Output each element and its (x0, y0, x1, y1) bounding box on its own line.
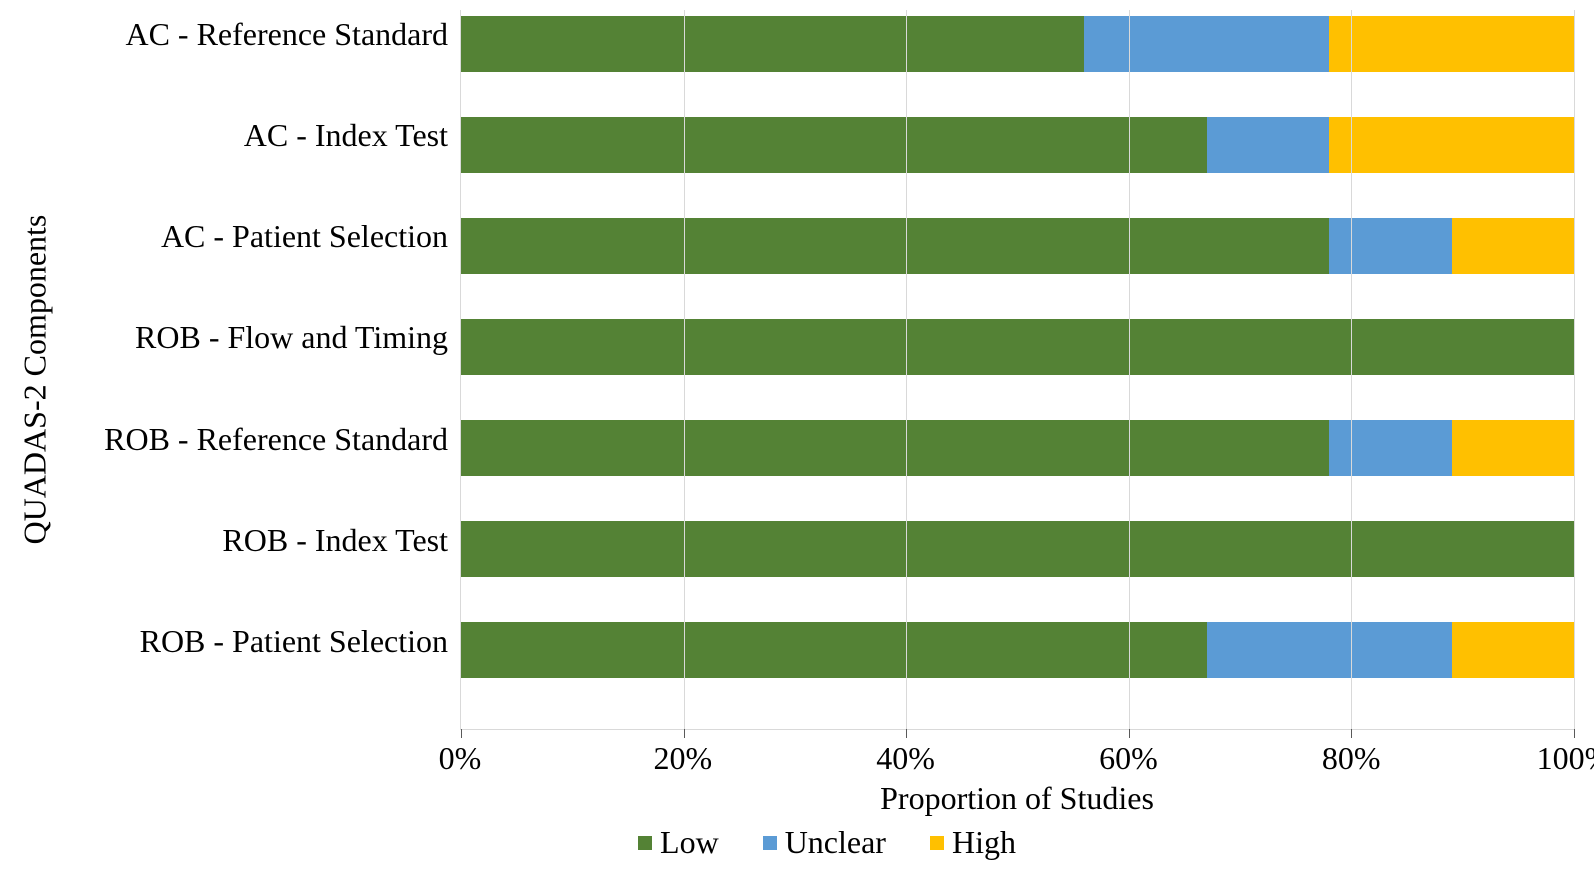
bar-segment-unclear (1084, 16, 1329, 72)
bar-slot (461, 420, 1574, 521)
legend-swatch (638, 836, 652, 850)
x-tick-label: 20% (653, 740, 712, 777)
bar-segment-high (1452, 622, 1574, 678)
bar (461, 521, 1574, 577)
y-axis-label: AC - Index Test (80, 117, 460, 218)
bar (461, 622, 1574, 678)
x-ticks-spacer (80, 730, 460, 780)
legend-label: Low (660, 824, 719, 861)
x-tick-label: 0% (439, 740, 482, 777)
bar-segment-high (1329, 117, 1574, 173)
bar-segment-unclear (1329, 218, 1451, 274)
x-tick-label: 40% (876, 740, 935, 777)
bar-slot (461, 117, 1574, 218)
bar-segment-low (461, 218, 1329, 274)
x-axis-title-row: Proportion of Studies (80, 780, 1574, 824)
y-axis-title-wrap: QUADAS-2 Components (0, 0, 70, 759)
y-axis-labels: AC - Reference StandardAC - Index TestAC… (80, 10, 460, 730)
y-axis-label: ROB - Flow and Timing (80, 319, 460, 420)
bar-segment-high (1452, 218, 1574, 274)
x-tick-mark (1574, 729, 1575, 738)
bar (461, 319, 1574, 375)
y-axis-title: QUADAS-2 Components (17, 215, 54, 545)
bar-segment-unclear (1207, 622, 1452, 678)
x-axis-ticks: 0%20%40%60%80%100% (460, 730, 1574, 780)
bar-segment-low (461, 521, 1574, 577)
x-axis-title-spacer (80, 780, 460, 824)
plot-row: AC - Reference StandardAC - Index TestAC… (80, 10, 1574, 730)
bar-slot (461, 521, 1574, 622)
legend-swatch (763, 836, 777, 850)
bar-segment-unclear (1207, 117, 1329, 173)
y-axis-label: ROB - Index Test (80, 522, 460, 623)
bar-segment-low (461, 117, 1207, 173)
bar-slot (461, 319, 1574, 420)
legend-label: High (952, 824, 1016, 861)
plot-with-labels: AC - Reference StandardAC - Index TestAC… (80, 10, 1574, 879)
bar-segment-unclear (1329, 420, 1451, 476)
bar-segment-high (1452, 420, 1574, 476)
legend-swatch (930, 836, 944, 850)
y-axis-label: ROB - Patient Selection (80, 623, 460, 724)
bar-segment-low (461, 16, 1084, 72)
gridline (1574, 10, 1575, 729)
bar-segment-high (1329, 16, 1574, 72)
bar-slot (461, 218, 1574, 319)
legend-item-unclear: Unclear (763, 824, 886, 861)
bar-segment-low (461, 622, 1207, 678)
plot-area (460, 10, 1574, 730)
legend-item-high: High (930, 824, 1016, 861)
bar-segment-low (461, 420, 1329, 476)
y-axis-label: ROB - Reference Standard (80, 421, 460, 522)
gridline (684, 10, 685, 729)
x-axis-title: Proportion of Studies (460, 780, 1574, 824)
bar (461, 117, 1574, 173)
bars-layer (461, 10, 1574, 729)
legend: Low Unclear High (80, 824, 1574, 879)
gridline (1351, 10, 1352, 729)
legend-label: Unclear (785, 824, 886, 861)
x-ticks-row: 0%20%40%60%80%100% (80, 730, 1574, 780)
gridline (1129, 10, 1130, 729)
x-tick-label: 60% (1099, 740, 1158, 777)
bar-segment-low (461, 319, 1574, 375)
y-axis-label: AC - Patient Selection (80, 218, 460, 319)
y-axis-label: AC - Reference Standard (80, 16, 460, 117)
bar-slot (461, 16, 1574, 117)
bar (461, 420, 1574, 476)
bar-slot (461, 622, 1574, 723)
bar (461, 218, 1574, 274)
bar (461, 16, 1574, 72)
legend-item-low: Low (638, 824, 719, 861)
gridline (906, 10, 907, 729)
quadas2-chart: QUADAS-2 Components AC - Reference Stand… (0, 0, 1594, 879)
x-tick-label: 100% (1537, 740, 1594, 777)
x-tick-label: 80% (1322, 740, 1381, 777)
